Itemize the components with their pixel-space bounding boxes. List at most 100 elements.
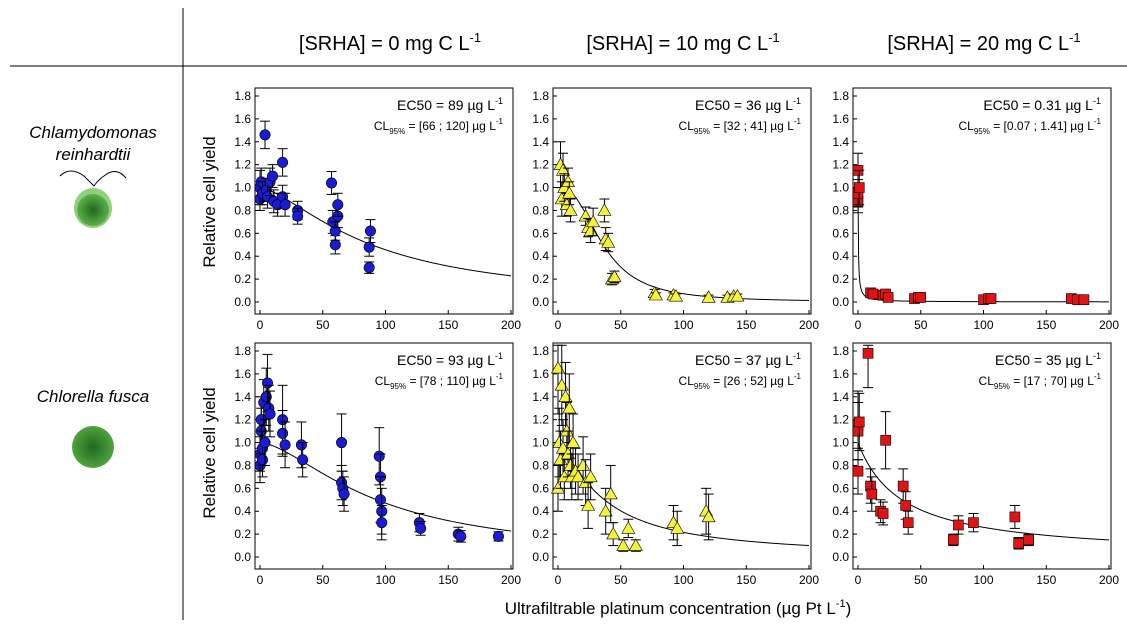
data-point xyxy=(948,533,959,547)
data-point xyxy=(563,198,578,223)
cl-annotation: CL95% = [0.07 ; 1.41] µg L-1 xyxy=(959,117,1102,136)
data-point xyxy=(900,491,911,520)
x-tick-label: 150 xyxy=(736,318,756,332)
point-marker xyxy=(866,488,878,500)
point-marker xyxy=(882,292,894,303)
data-point xyxy=(699,487,714,535)
species-label-row1: Chlorella fusca xyxy=(37,387,149,406)
point-marker xyxy=(701,290,716,303)
point-marker xyxy=(606,527,621,540)
y-tick-label: 0.2 xyxy=(832,272,849,286)
y-tick-label: 0.4 xyxy=(832,504,849,518)
point-marker xyxy=(730,289,745,302)
point-marker xyxy=(297,454,309,466)
species-label-row0-line1: Chlamydomonas xyxy=(29,123,157,142)
data-point xyxy=(862,344,874,389)
fit-curve xyxy=(557,442,810,547)
point-marker xyxy=(915,292,927,303)
data-point xyxy=(364,219,376,243)
data-point xyxy=(730,289,745,302)
data-point xyxy=(902,510,914,535)
point-marker xyxy=(267,170,279,182)
y-tick-label: 0.0 xyxy=(234,295,251,309)
point-marker xyxy=(550,481,566,494)
x-tick-label: 100 xyxy=(375,573,395,587)
x-tick-label: 0 xyxy=(257,318,264,332)
y-tick-label: 1.6 xyxy=(832,367,849,381)
col-title-2: [SRHA] = 20 mg C L-1 xyxy=(887,30,1080,55)
y-tick-label: 0.4 xyxy=(532,504,549,518)
y-tick-label: 1.6 xyxy=(832,112,849,126)
ec50-annotation: EC50 = 36 µg L-1 xyxy=(695,96,801,113)
x-tick-label: 50 xyxy=(614,573,628,587)
point-marker xyxy=(566,435,581,448)
data-point xyxy=(277,148,289,177)
point-marker xyxy=(597,203,612,216)
point-marker xyxy=(292,210,304,222)
data-point xyxy=(363,261,375,274)
point-marker xyxy=(607,269,622,282)
point-marker xyxy=(277,156,289,168)
x-tick-label: 200 xyxy=(799,318,819,332)
data-point xyxy=(297,442,309,478)
x-tick-label: 50 xyxy=(914,318,928,332)
y-tick-label: 0.8 xyxy=(832,203,849,217)
data-point xyxy=(1013,537,1024,550)
point-marker xyxy=(262,377,274,389)
point-marker xyxy=(621,521,636,534)
point-marker xyxy=(953,519,964,531)
point-marker xyxy=(701,509,716,523)
point-marker xyxy=(374,494,386,506)
data-point xyxy=(337,470,349,506)
data-point xyxy=(606,522,621,547)
y-tick-label: 0.8 xyxy=(234,458,251,472)
data-point xyxy=(985,293,997,304)
chart-panel-r1c0: 0.0 0.2 0.4 0.6 0.8 1.0 1.2 1.4 1.6 1.8 0 50 100 150 2… xyxy=(234,342,521,587)
x-tick-label: 100 xyxy=(973,318,993,332)
data-point xyxy=(492,530,504,542)
y-tick-label: 0.0 xyxy=(234,550,251,564)
point-marker xyxy=(329,225,341,237)
data-point xyxy=(326,171,338,195)
x-tick-label: 150 xyxy=(438,573,458,587)
data-point xyxy=(701,290,716,303)
ec50-annotation: EC50 = 0.31 µg L-1 xyxy=(983,96,1101,113)
data-point xyxy=(701,493,716,541)
y-tick-label: 0.4 xyxy=(234,249,251,263)
data-point xyxy=(586,207,601,237)
x-tick-label: 200 xyxy=(799,573,819,587)
cl-annotation: CL95% = [78 ; 110] µg L-1 xyxy=(375,372,504,391)
point-marker xyxy=(279,439,291,451)
y-tick-label: 1.4 xyxy=(532,390,549,404)
x-tick-label: 50 xyxy=(614,318,628,332)
x-tick-label: 100 xyxy=(375,318,395,332)
fit-curve xyxy=(857,187,1109,303)
x-tick-label: 50 xyxy=(316,573,330,587)
point-marker xyxy=(562,186,577,199)
y-tick-label: 1.6 xyxy=(532,112,549,126)
data-point xyxy=(554,344,569,426)
data-point xyxy=(628,538,643,552)
data-point xyxy=(571,453,586,501)
y-tick-label: 1.0 xyxy=(234,436,251,450)
y-tick-label: 0.6 xyxy=(234,226,251,240)
chart-panel-r0c2: 0.0 0.2 0.4 0.6 0.8 1.0 1.2 1.4 1.6 1.8 0 50 100 150 2… xyxy=(832,87,1119,332)
data-point xyxy=(867,288,879,300)
point-marker xyxy=(363,262,375,274)
y-tick-label: 1.0 xyxy=(832,181,849,195)
y-tick-label: 1.2 xyxy=(532,158,549,172)
point-marker xyxy=(373,450,385,462)
chart-panel-r0c1: 0.0 0.2 0.4 0.6 0.8 1.0 1.2 1.4 1.6 1.8 0 50 100 150 2… xyxy=(532,87,819,332)
y-tick-label: 1.0 xyxy=(532,181,549,195)
point-marker xyxy=(332,199,344,211)
data-point xyxy=(621,518,636,539)
y-tick-label: 1.2 xyxy=(234,158,251,172)
x-tick-label: 0 xyxy=(555,318,562,332)
data-point xyxy=(852,447,864,495)
y-tick-label: 1.4 xyxy=(234,135,251,149)
point-marker xyxy=(902,517,914,528)
point-marker xyxy=(264,408,276,420)
y-tick-label: 0.8 xyxy=(532,458,549,472)
ylabel-row0: Relative cell yield xyxy=(200,136,219,267)
data-point xyxy=(597,198,612,223)
